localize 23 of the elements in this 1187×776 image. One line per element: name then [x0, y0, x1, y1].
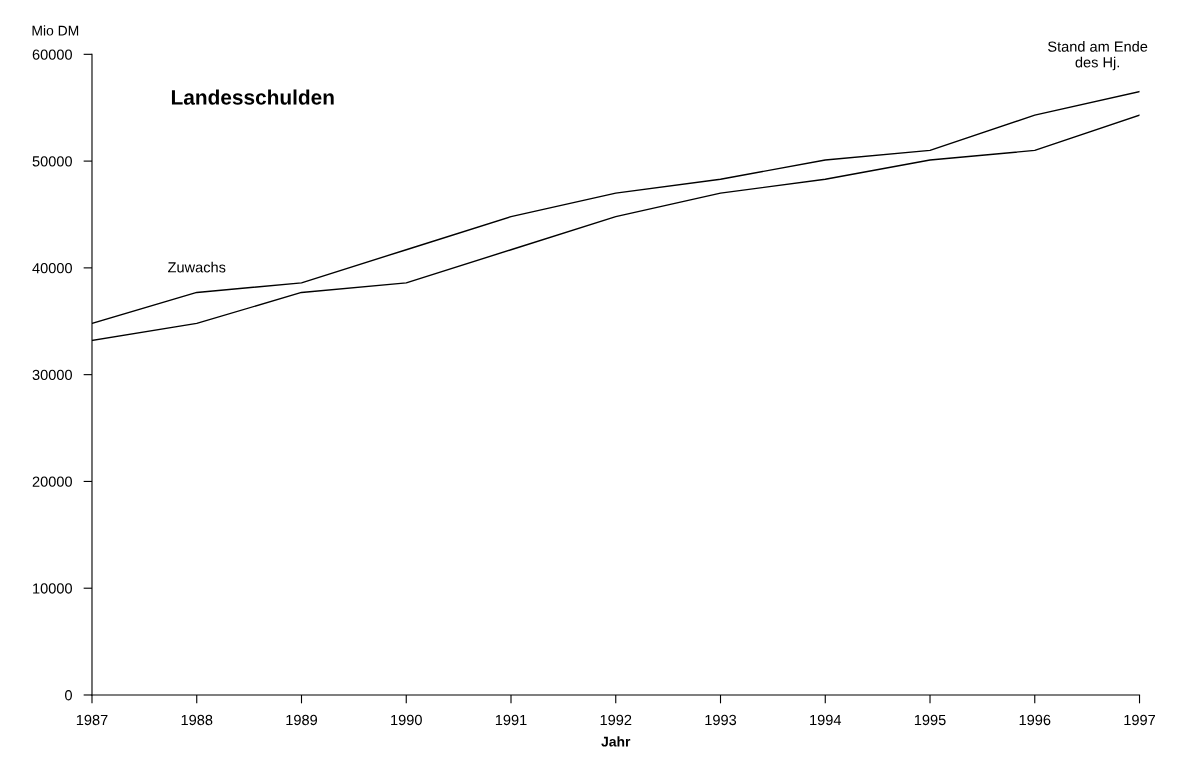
annotation: Stand am Ende des Hj. — [1048, 41, 1148, 71]
x-tick-label: 1991 — [495, 714, 527, 726]
x-tick-label: 1997 — [1124, 714, 1156, 726]
y-axis-title: Mio DM — [32, 25, 79, 36]
x-tick-label: 1989 — [286, 714, 318, 726]
text: Landesschulden — [171, 89, 334, 105]
x-tick-label: 1990 — [391, 714, 422, 726]
x-tick-label: 1993 — [705, 714, 737, 726]
y-tick-label: 0 — [65, 690, 72, 701]
x-tick-label: 1988 — [181, 714, 213, 726]
x-tick-label: 1994 — [810, 714, 842, 726]
x-tick-label: 1996 — [1019, 714, 1051, 726]
y-tick-label: 20000 — [32, 476, 72, 487]
x-tick-label: 1992 — [600, 714, 632, 726]
y-tick-label: 60000 — [32, 49, 72, 60]
x-tick-label: 1995 — [914, 714, 946, 726]
annotation: Zuwachs — [168, 261, 226, 273]
y-tick-label: 50000 — [32, 156, 72, 167]
y-tick-label: 10000 — [33, 583, 72, 594]
x-axis-title: Jahr — [601, 736, 631, 747]
x-tick-label: 1987 — [76, 714, 108, 726]
y-tick-label: 40000 — [32, 262, 72, 274]
y-tick-label: 30000 — [32, 369, 72, 381]
